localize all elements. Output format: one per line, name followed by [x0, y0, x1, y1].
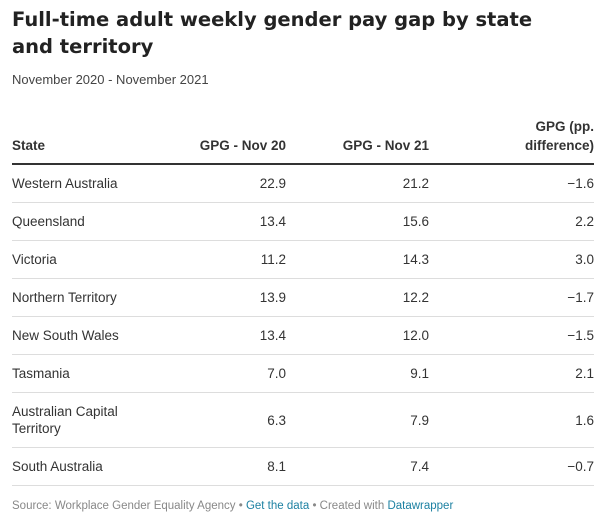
footer-separator: • [235, 500, 246, 512]
table-row: New South Wales 13.4 12.0 −1.5 [12, 316, 594, 355]
cell-gpg-difference: −0.7 [429, 447, 594, 486]
cell-state: Victoria [12, 240, 144, 279]
table-row: Tasmania 7.0 9.1 2.1 [12, 354, 594, 393]
created-with-text: Created with [319, 500, 388, 512]
table-row: Northern Territory 13.9 12.2 −1.7 [12, 278, 594, 317]
cell-gpg-nov20: 13.4 [144, 316, 286, 355]
column-header-gpg-difference-text: GPG (pp. difference) [524, 119, 594, 153]
cell-state: Queensland [12, 202, 144, 241]
column-header-gpg-nov20[interactable]: GPG - Nov 20 [144, 117, 286, 165]
cell-gpg-nov21: 7.4 [286, 447, 429, 486]
cell-gpg-difference: −1.6 [429, 164, 594, 203]
cell-gpg-nov21: 12.2 [286, 278, 429, 317]
cell-state: Tasmania [12, 354, 144, 393]
cell-gpg-difference: 2.2 [429, 202, 594, 241]
chart-footer: Source: Workplace Gender Equality Agency… [12, 500, 453, 512]
cell-gpg-difference: 1.6 [429, 392, 594, 448]
datawrapper-link[interactable]: Datawrapper [387, 500, 454, 512]
cell-gpg-nov20: 11.2 [144, 240, 286, 279]
cell-gpg-nov20: 22.9 [144, 164, 286, 203]
table-row: Australian Capital Territory 6.3 7.9 1.6 [12, 392, 594, 448]
table-header-row: State GPG - Nov 20 GPG - Nov 21 GPG (pp.… [12, 117, 594, 165]
cell-gpg-nov20: 13.4 [144, 202, 286, 241]
cell-state: New South Wales [12, 316, 144, 355]
cell-gpg-nov20: 7.0 [144, 354, 286, 393]
cell-gpg-difference: 2.1 [429, 354, 594, 393]
table-row: Victoria 11.2 14.3 3.0 [12, 240, 594, 279]
data-table: State GPG - Nov 20 GPG - Nov 21 GPG (pp.… [12, 117, 594, 486]
column-header-state[interactable]: State [12, 117, 144, 165]
cell-gpg-difference: −1.7 [429, 278, 594, 317]
table-body: Western Australia 22.9 21.2 −1.6 Queensland 1… [12, 164, 594, 486]
cell-gpg-nov21: 15.6 [286, 202, 429, 241]
cell-state: South Australia [12, 447, 144, 486]
cell-gpg-difference: −1.5 [429, 316, 594, 355]
source-text: Source: Workplace Gender Equality Agency [12, 500, 236, 512]
table-row: Queensland 13.4 15.6 2.2 [12, 202, 594, 241]
cell-gpg-nov21: 14.3 [286, 240, 429, 279]
column-header-gpg-nov21[interactable]: GPG - Nov 21 [286, 117, 429, 165]
cell-gpg-difference: 3.0 [429, 240, 594, 279]
cell-state: Northern Territory [12, 278, 144, 317]
table-row: Western Australia 22.9 21.2 −1.6 [12, 164, 594, 203]
cell-state: Western Australia [12, 164, 144, 203]
column-header-gpg-difference[interactable]: GPG (pp. difference) [429, 117, 594, 165]
chart-title: Full-time adult weekly gender pay gap by… [12, 8, 533, 58]
cell-gpg-nov21: 9.1 [286, 354, 429, 393]
cell-gpg-nov20: 13.9 [144, 278, 286, 317]
chart-container: Full-time adult weekly gender pay gap by… [12, 6, 594, 486]
cell-gpg-nov21: 21.2 [286, 164, 429, 203]
cell-state: Australian Capital Territory [12, 392, 144, 448]
table-row: South Australia 8.1 7.4 −0.7 [12, 447, 594, 486]
chart-subtitle: November 2020 - November 2021 [12, 72, 209, 87]
get-data-link[interactable]: Get the data [245, 500, 310, 512]
cell-gpg-nov21: 7.9 [286, 392, 429, 448]
cell-gpg-nov21: 12.0 [286, 316, 429, 355]
cell-gpg-nov20: 6.3 [144, 392, 286, 448]
cell-gpg-nov20: 8.1 [144, 447, 286, 486]
footer-separator: • [309, 500, 320, 512]
